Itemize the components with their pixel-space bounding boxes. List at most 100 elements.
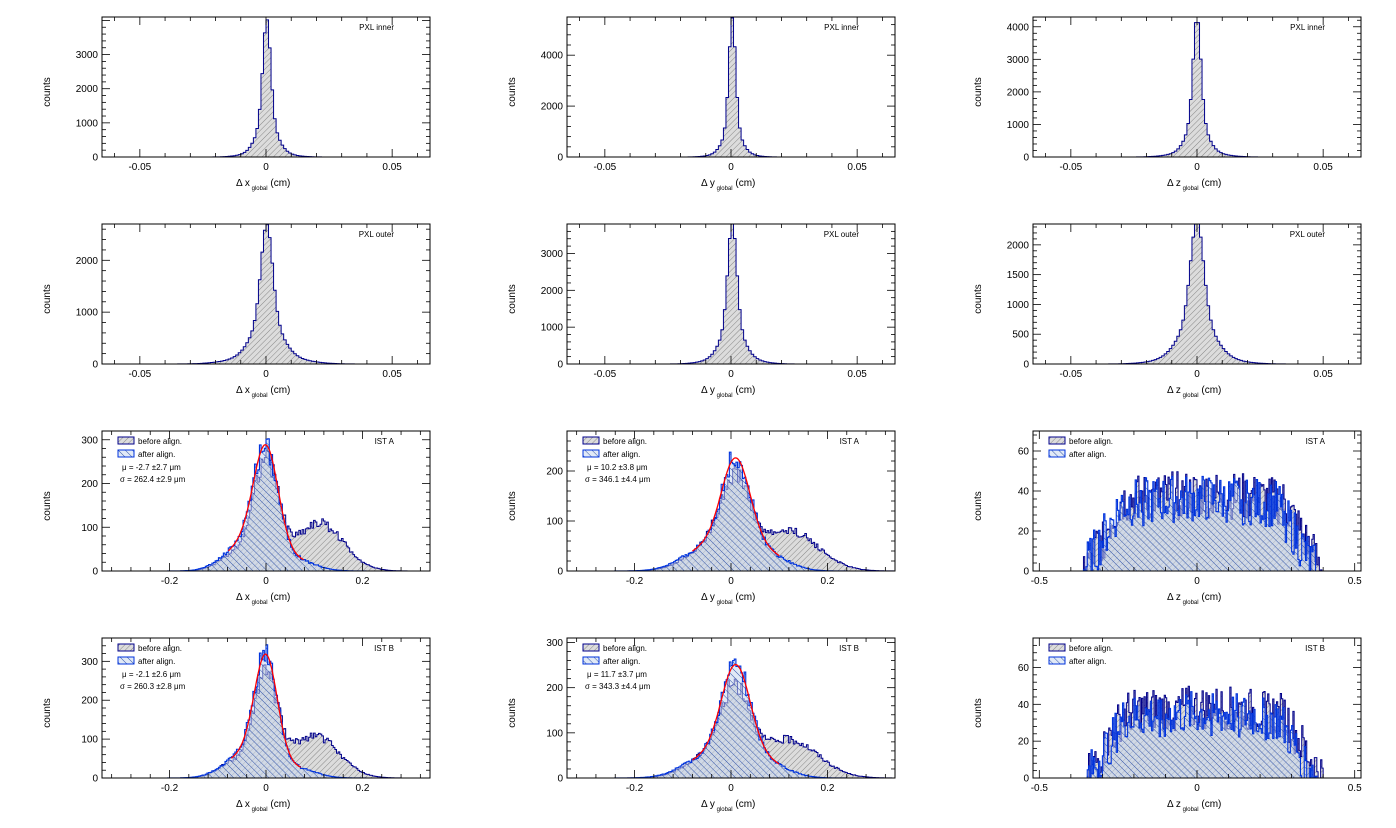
panel-tag: PXL outer xyxy=(1290,230,1326,239)
y-tick-label: 0 xyxy=(557,153,563,164)
legend-swatch xyxy=(582,656,600,665)
panel-tag: PXL inner xyxy=(359,23,394,32)
y-tick-label: 60 xyxy=(1018,447,1030,458)
fit-curve xyxy=(227,444,304,561)
y-tick-label: 0 xyxy=(1023,360,1029,371)
panel-tag: IST B xyxy=(1305,644,1325,653)
y-axis-label: counts xyxy=(42,698,53,727)
y-tick-label: 2000 xyxy=(76,84,99,95)
y-axis-label: counts xyxy=(507,698,518,727)
y-tick-label: 2000 xyxy=(76,256,99,267)
legend-label: after align. xyxy=(603,657,640,666)
panel-p6: -0.05 0 0.05 0 500 1000 1500 2000 counts Δ z glob… xyxy=(973,223,1362,399)
histogram-before xyxy=(1033,22,1361,158)
y-tick-label: 200 xyxy=(81,479,98,490)
x-tick-label: -0.2 xyxy=(626,783,644,794)
legend-swatch xyxy=(582,449,600,458)
histogram-before xyxy=(102,223,430,365)
y-tick-label: 1000 xyxy=(1007,120,1030,131)
y-tick-label: 1000 xyxy=(76,308,99,319)
y-axis-label: counts xyxy=(42,284,53,313)
panel-p3: -0.05 0 0.05 0 1000 2000 3000 4000 counts Δ z glo… xyxy=(973,16,1362,192)
histogram-after xyxy=(1033,691,1361,779)
histogram-before xyxy=(567,223,895,365)
y-tick-label: 2000 xyxy=(1007,87,1030,98)
stat-sigma: σ = 262.4 ±2.9 μm xyxy=(120,475,186,484)
legend-swatch xyxy=(117,643,135,652)
panel-p11: -0.2 0 0.2 0 100 200 300 counts Δ y global (cm) I… xyxy=(507,637,896,813)
legend: before align. after align. xyxy=(1048,643,1113,666)
x-tick-label: -0.05 xyxy=(1059,369,1082,380)
y-tick-label: 0 xyxy=(92,567,98,578)
legend-swatch xyxy=(582,643,600,652)
x-tick-label: -0.05 xyxy=(593,162,616,173)
legend-label: before align. xyxy=(603,437,647,446)
x-tick-label: 0 xyxy=(263,783,269,794)
histogram-before xyxy=(567,17,895,158)
x-tick-label: 0.05 xyxy=(1313,162,1333,173)
y-tick-label: 0 xyxy=(1023,774,1029,785)
y-axis-label: counts xyxy=(507,491,518,520)
x-tick-label: 0 xyxy=(263,576,269,587)
x-axis-label: Δ z global (cm) xyxy=(1167,385,1221,399)
legend-label: after align. xyxy=(1069,657,1106,666)
y-tick-label: 0 xyxy=(557,567,563,578)
panel-tag: PXL outer xyxy=(359,230,395,239)
legend-label: before align. xyxy=(138,437,182,446)
x-tick-label: -0.2 xyxy=(161,576,179,587)
x-tick-label: 0.5 xyxy=(1348,783,1362,794)
y-tick-label: 4000 xyxy=(541,51,564,62)
x-tick-label: 0.05 xyxy=(382,369,402,380)
x-axis-label: Δ z global (cm) xyxy=(1167,178,1221,192)
y-tick-label: 200 xyxy=(546,467,563,478)
x-tick-label: -0.5 xyxy=(1031,783,1049,794)
x-tick-label: 0 xyxy=(728,369,734,380)
panel-tag: PXL inner xyxy=(1290,23,1325,32)
y-tick-label: 2000 xyxy=(541,286,564,297)
x-tick-label: -0.2 xyxy=(161,783,179,794)
y-axis-label: counts xyxy=(42,491,53,520)
y-tick-label: 100 xyxy=(546,728,563,739)
panel-p4: -0.05 0 0.05 0 1000 2000 counts Δ x global (cm)… xyxy=(42,223,431,399)
y-tick-label: 20 xyxy=(1018,737,1030,748)
x-axis-label: Δ y global (cm) xyxy=(701,385,755,399)
x-axis-label: Δ y global (cm) xyxy=(701,592,755,606)
x-axis-label: Δ z global (cm) xyxy=(1167,799,1221,813)
x-tick-label: -0.2 xyxy=(626,576,644,587)
stat-mu: μ = -2.1 ±2.6 μm xyxy=(122,670,181,679)
y-tick-label: 4000 xyxy=(1007,22,1030,33)
y-tick-label: 500 xyxy=(1012,330,1029,341)
x-tick-label: 0 xyxy=(1194,783,1200,794)
x-tick-label: 0.5 xyxy=(1348,576,1362,587)
panel-p7: -0.2 0 0.2 0 100 200 300 counts Δ x global (cm) I… xyxy=(42,430,431,606)
x-tick-label: 0.05 xyxy=(382,162,402,173)
legend: before align. after align. μ = 10.2 ±3.8 μ… xyxy=(582,436,651,484)
legend-swatch xyxy=(1048,643,1066,652)
x-tick-label: 0 xyxy=(728,783,734,794)
panel-p5: -0.05 0 0.05 0 1000 2000 3000 counts Δ y global … xyxy=(507,223,896,399)
stat-mu: μ = 11.7 ±3.7 μm xyxy=(587,670,647,679)
x-tick-label: 0 xyxy=(263,162,269,173)
x-tick-label: -0.05 xyxy=(128,369,151,380)
x-tick-label: 0 xyxy=(728,576,734,587)
legend-label: after align. xyxy=(138,450,175,459)
y-axis-label: counts xyxy=(42,77,53,106)
legend-label: before align. xyxy=(1069,437,1113,446)
x-tick-label: 0.2 xyxy=(356,783,370,794)
y-tick-label: 100 xyxy=(81,735,98,746)
y-tick-label: 300 xyxy=(546,638,563,649)
histogram-before xyxy=(102,19,430,158)
y-tick-label: 1000 xyxy=(76,118,99,129)
y-tick-label: 3000 xyxy=(541,249,564,260)
panel-p8: -0.2 0 0.2 0 100 200 counts Δ y global (cm) IST … xyxy=(507,430,896,606)
y-tick-label: 200 xyxy=(81,696,98,707)
stat-sigma: σ = 260.3 ±2.8 μm xyxy=(120,682,186,691)
panel-tag: IST A xyxy=(1306,437,1326,446)
panel-p10: -0.2 0 0.2 0 100 200 300 counts Δ x global (cm) I… xyxy=(42,637,431,813)
x-axis-label: Δ x global (cm) xyxy=(236,385,290,399)
x-tick-label: -0.5 xyxy=(1031,576,1049,587)
y-tick-label: 0 xyxy=(92,774,98,785)
x-axis-label: Δ x global (cm) xyxy=(236,178,290,192)
